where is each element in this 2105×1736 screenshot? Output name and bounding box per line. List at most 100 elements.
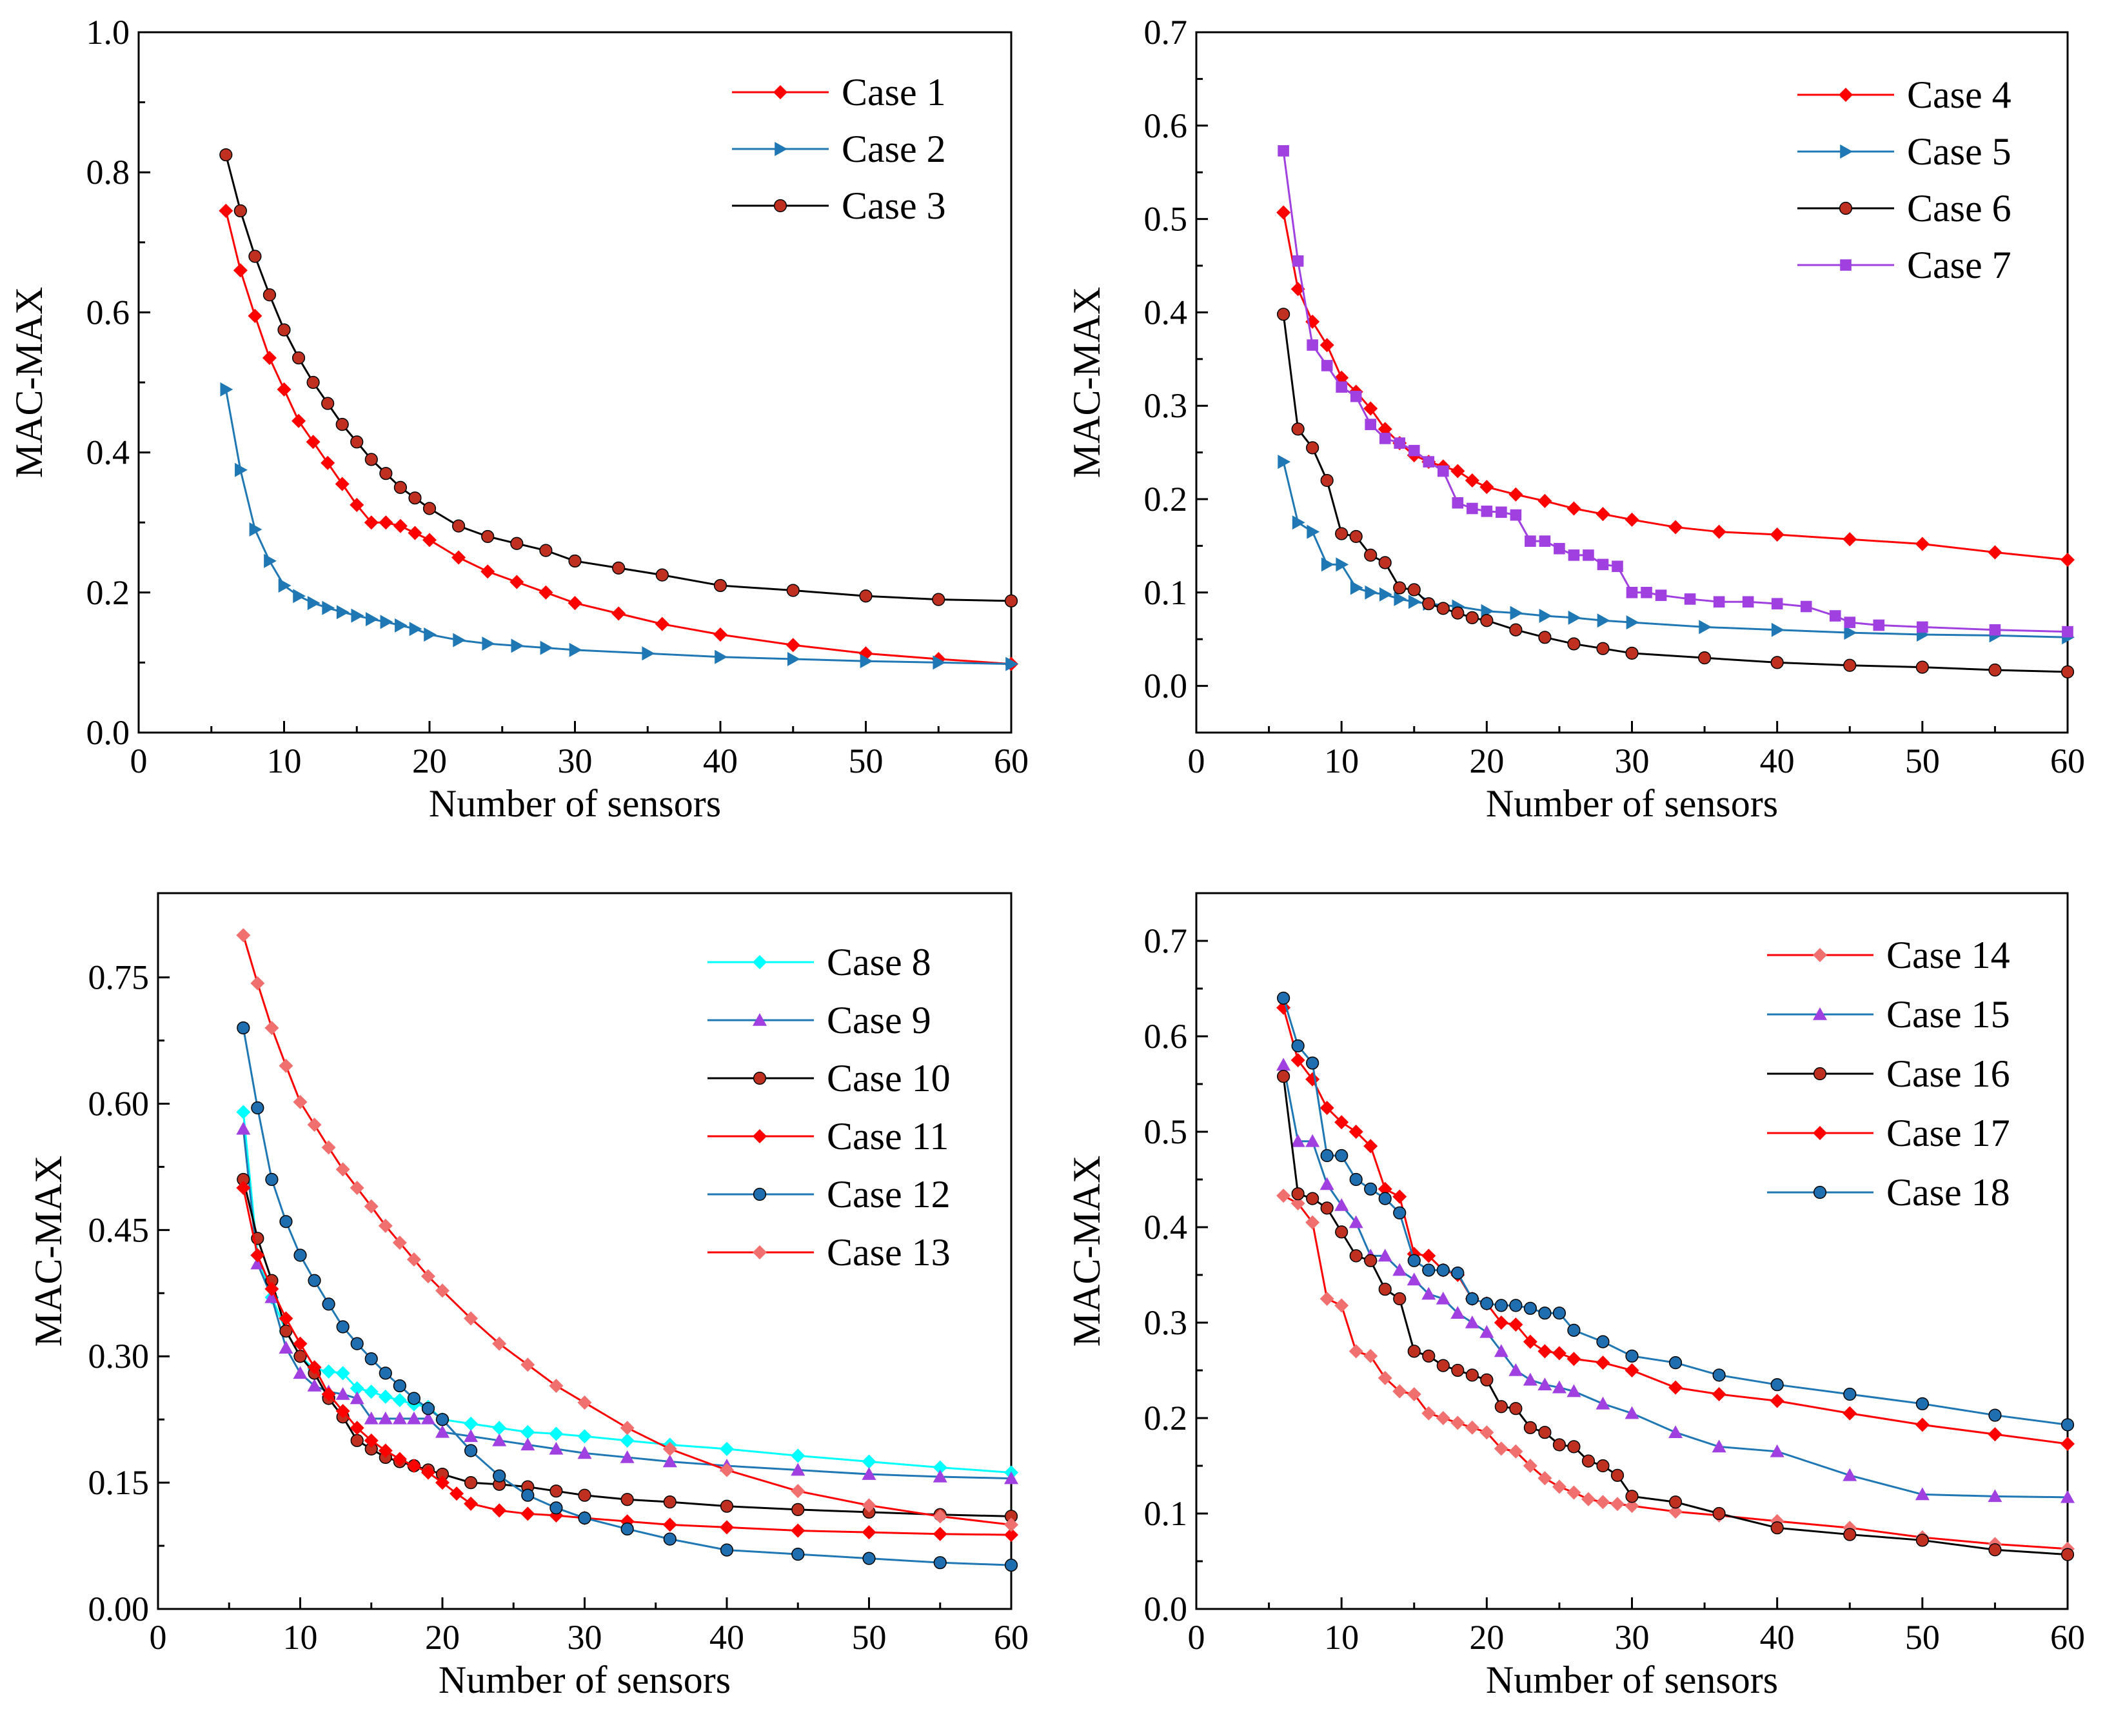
data-point: [1566, 1485, 1581, 1500]
data-point: [393, 518, 408, 533]
data-point: [1538, 631, 1552, 644]
legend-marker: [753, 1013, 767, 1026]
data-point: [791, 1463, 805, 1476]
data-point: [1437, 465, 1449, 477]
data-point: [464, 1496, 479, 1511]
data-point: [335, 1387, 350, 1400]
data-point: [862, 1454, 876, 1469]
data-point: [1771, 622, 1784, 637]
data-point: [1321, 360, 1333, 371]
data-point: [720, 1441, 734, 1456]
data-point: [1494, 1344, 1508, 1357]
x-tick-label: 10: [1324, 1618, 1359, 1657]
data-point: [1988, 1408, 2002, 1422]
data-point: [1538, 1426, 1552, 1439]
data-point: [350, 498, 364, 513]
x-tick-label: 50: [849, 742, 884, 780]
x-tick-label: 50: [852, 1618, 887, 1657]
data-point: [642, 646, 655, 661]
data-point: [1334, 1115, 1349, 1130]
data-point: [1363, 1139, 1378, 1154]
data-point: [1566, 501, 1581, 516]
data-point: [1523, 1301, 1537, 1315]
data-point: [406, 1411, 421, 1425]
data-point: [1421, 1406, 1436, 1421]
x-axis-title: Number of sensors: [1486, 782, 1778, 825]
data-point: [1422, 1349, 1436, 1363]
data-point: [1523, 1372, 1537, 1386]
data-point: [663, 1495, 677, 1509]
data-point: [2061, 553, 2075, 567]
data-point: [1610, 1497, 1625, 1512]
data-point: [933, 1509, 947, 1524]
x-tick-label: 20: [412, 742, 447, 780]
data-point: [307, 596, 321, 611]
data-point: [862, 1467, 876, 1480]
data-point: [1392, 1189, 1407, 1204]
data-point: [1596, 1335, 1610, 1348]
data-point: [1307, 524, 1320, 539]
data-point: [1610, 1468, 1625, 1482]
data-point: [1334, 1198, 1349, 1211]
data-point: [1915, 1534, 1929, 1547]
data-point: [1479, 1325, 1494, 1338]
data-point: [1436, 1411, 1450, 1425]
data-point: [406, 1252, 421, 1267]
legend-marker: [1813, 1007, 1827, 1020]
data-point: [1363, 401, 1378, 416]
data-point: [392, 1411, 407, 1425]
data-point: [1843, 532, 1857, 547]
data-point: [1436, 1292, 1450, 1305]
data-point: [277, 382, 292, 397]
data-point: [492, 1433, 507, 1446]
data-point: [351, 608, 364, 623]
data-point: [335, 1404, 350, 1419]
data-point: [1988, 1543, 2002, 1557]
data-point: [862, 1498, 876, 1513]
data-point: [1291, 422, 1305, 436]
data-point: [392, 1393, 407, 1408]
data-point: [1523, 1334, 1537, 1349]
data-point: [509, 575, 524, 589]
data-point: [1508, 1317, 1523, 1332]
data-point: [1277, 1070, 1290, 1083]
data-point: [1378, 1192, 1392, 1205]
y-axis-title: MAC-MAX: [27, 1156, 70, 1347]
data-point: [1873, 619, 1885, 631]
data-point: [481, 529, 495, 544]
data-point: [264, 1020, 279, 1035]
data-point: [262, 288, 277, 302]
data-point: [1349, 1249, 1363, 1263]
x-tick-label: 10: [1324, 742, 1359, 780]
legend-entry: Case 3: [732, 184, 946, 227]
data-point: [464, 1476, 478, 1490]
data-point: [1363, 1348, 1378, 1363]
data-point: [1568, 549, 1580, 561]
data-point: [720, 1520, 734, 1535]
data-point: [569, 642, 582, 657]
data-point: [1451, 606, 1465, 620]
data-point: [1552, 1479, 1566, 1494]
data-point: [1349, 529, 1363, 544]
data-point: [1349, 1215, 1363, 1228]
data-point: [787, 651, 800, 666]
data-point: [364, 515, 379, 530]
data-point: [1538, 1307, 1552, 1320]
chart-panel-top-left: 0 10 20 30 40 50 60 0.0 0.2 0.4 0.6 0.8 1.0 Number of…: [8, 13, 1029, 825]
legend-entry: Case 18: [1767, 1171, 2010, 1214]
data-point: [279, 1341, 293, 1354]
data-point: [1005, 656, 1018, 671]
data-point: [1509, 1402, 1523, 1415]
data-point: [1567, 637, 1581, 651]
data-point: [1479, 1425, 1494, 1440]
data-point: [2061, 1548, 2075, 1561]
data-point: [578, 1488, 591, 1502]
data-point: [350, 1381, 364, 1396]
legend-marker: [1813, 1126, 1827, 1140]
data-point: [1989, 624, 2001, 636]
data-point: [1712, 1368, 1726, 1382]
legend-label: Case 8: [827, 941, 931, 983]
x-tick-label: 40: [1760, 742, 1795, 780]
data-point: [1552, 1307, 1566, 1320]
data-point: [350, 1434, 364, 1447]
